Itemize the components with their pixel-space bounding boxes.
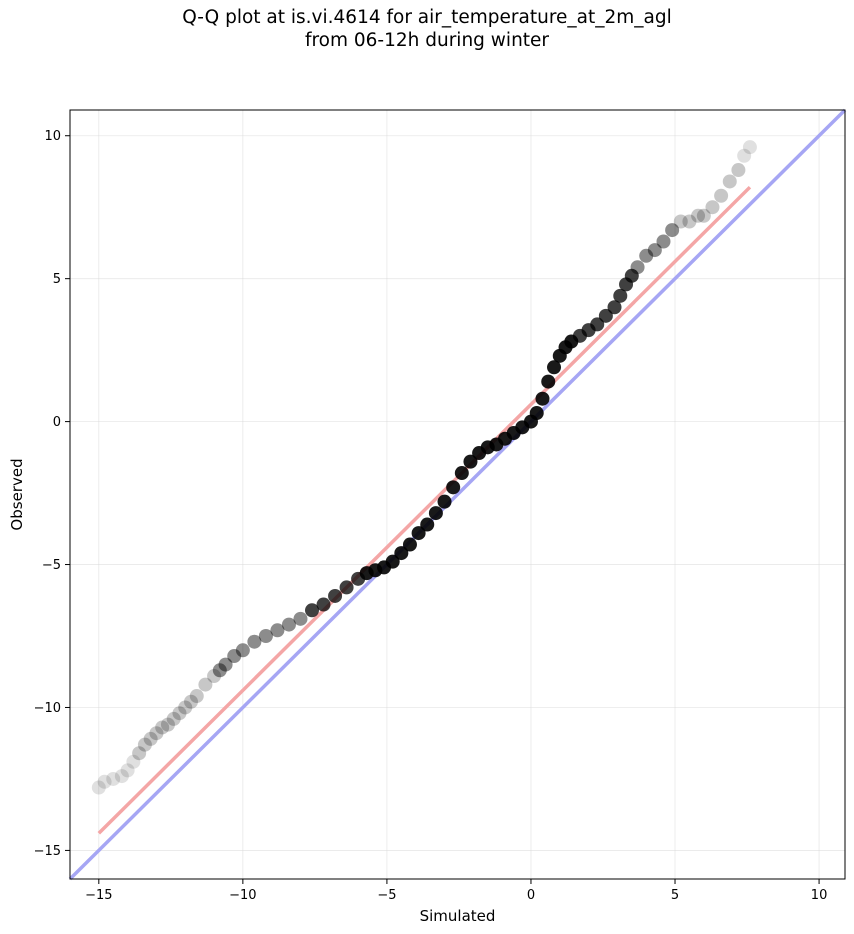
quantile-point <box>207 669 222 684</box>
y-axis-label: Observed <box>8 458 26 530</box>
quantile-point <box>656 234 671 249</box>
quantile-point <box>428 506 443 521</box>
quantile-point <box>541 374 556 389</box>
quantile-point <box>714 188 729 203</box>
quantile-point <box>149 726 164 741</box>
quantile-point <box>613 288 628 303</box>
quantile-point <box>212 663 227 678</box>
quantile-point <box>705 200 720 215</box>
plot-frame <box>69 109 846 880</box>
quantile-point <box>446 480 461 495</box>
quantile-point <box>547 360 562 375</box>
quantile-point <box>198 677 213 692</box>
quantile-point <box>385 554 400 569</box>
quantile-point <box>598 308 613 323</box>
x-tick-label: −5 <box>377 888 396 903</box>
quantile-point <box>437 494 452 509</box>
x-tick-label: 10 <box>811 888 828 903</box>
quantile-point <box>258 629 273 644</box>
x-axis-label: Simulated <box>420 907 496 925</box>
quantile-point <box>696 208 711 223</box>
y-tick-label: 10 <box>44 129 61 144</box>
quantile-point <box>463 454 478 469</box>
quantile-point <box>737 148 752 163</box>
x-tick-label: 0 <box>527 888 535 903</box>
quantile-point <box>270 623 285 638</box>
quantile-point <box>590 317 605 332</box>
quantile-point <box>529 406 544 421</box>
y-tick-label: −15 <box>34 844 61 859</box>
quantile-point <box>722 174 737 189</box>
chart-title: Q-Q plot at is.vi.4614 for air_temperatu… <box>182 7 672 28</box>
quantile-point <box>394 546 409 561</box>
quantile-point <box>97 774 112 789</box>
quantile-points <box>91 140 757 795</box>
quantile-point <box>247 634 262 649</box>
quantile-point <box>106 771 121 786</box>
y-tick-label: 0 <box>53 415 61 430</box>
quantile-point <box>218 657 233 672</box>
y-tick-label: −5 <box>42 558 61 573</box>
x-tick-label: −10 <box>229 888 256 903</box>
quantile-point <box>639 248 654 263</box>
axis-ticks: −15 −10 −5 0 5 10 −15 −10 −5 0 5 10 <box>34 129 828 903</box>
quantile-point <box>339 580 354 595</box>
quantile-point <box>454 466 469 481</box>
quantile-point <box>305 603 320 618</box>
quantile-point <box>665 223 680 238</box>
quantile-point <box>316 597 331 612</box>
identity-line <box>68 108 847 881</box>
quantile-point <box>411 526 426 541</box>
quantile-point <box>120 763 135 778</box>
quantile-point <box>328 588 343 603</box>
quantile-point <box>114 769 129 784</box>
quantile-point <box>647 243 662 258</box>
quantile-point <box>731 163 746 178</box>
quantile-point <box>742 140 757 155</box>
quantile-point <box>630 260 645 275</box>
x-tick-label: −15 <box>85 888 112 903</box>
quantile-point <box>160 717 175 732</box>
plot-lines <box>68 108 847 881</box>
y-tick-label: 5 <box>53 272 61 287</box>
quantile-point <box>184 694 199 709</box>
quantile-point <box>691 208 706 223</box>
quantile-point <box>166 711 181 726</box>
quantile-point <box>607 300 622 315</box>
chart-subtitle: from 06-12h during winter <box>304 30 550 51</box>
fit-line <box>97 185 752 835</box>
quantile-point <box>293 611 308 626</box>
quantile-point <box>235 643 250 658</box>
quantile-point <box>172 706 187 721</box>
quantile-point <box>91 780 106 795</box>
quantile-point <box>137 737 152 752</box>
y-tick-label: −10 <box>34 701 61 716</box>
quantile-point <box>126 754 141 769</box>
grid-lines <box>70 110 845 879</box>
quantile-point <box>535 391 550 406</box>
quantile-point <box>178 700 193 715</box>
quantile-point <box>402 537 417 552</box>
quantile-point <box>420 517 435 532</box>
quantile-point <box>143 731 158 746</box>
quantile-point <box>189 689 204 704</box>
quantile-point <box>132 746 147 761</box>
quantile-point <box>624 268 639 283</box>
quantile-point <box>673 214 688 229</box>
quantile-point <box>155 720 170 735</box>
x-tick-label: 5 <box>671 888 679 903</box>
quantile-point <box>227 649 242 664</box>
quantile-point <box>281 617 296 632</box>
quantile-point <box>682 214 697 229</box>
